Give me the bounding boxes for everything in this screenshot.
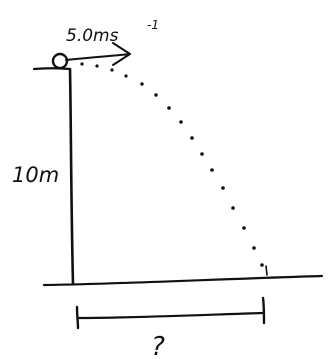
trajectory-dot [140, 82, 144, 86]
trajectory-dot [210, 168, 214, 172]
trajectory-dot [231, 206, 235, 210]
trajectory-dot [80, 62, 84, 66]
trajectory-dot [242, 226, 246, 230]
trajectory-dot [110, 68, 114, 72]
trajectory-dot [95, 64, 99, 68]
landing-marker [265, 265, 268, 276]
distance-bracket-right-tick [261, 296, 266, 325]
height-label: 10m [12, 163, 59, 187]
distance-bracket-left-tick [75, 305, 80, 330]
trajectory-dot [167, 106, 171, 110]
trajectory-dot [252, 246, 256, 250]
trajectory-dot [179, 120, 183, 124]
velocity-label: 5.0ms [66, 26, 119, 46]
cliff-face-line [68, 67, 75, 286]
trajectory-dot [190, 136, 194, 140]
distance-label: ? [151, 332, 165, 359]
cliff-top-line [32, 67, 72, 71]
trajectory-dot [124, 74, 128, 78]
velocity-arrow-shaft [65, 53, 131, 61]
velocity-exponent: -1 [147, 18, 159, 32]
trajectory-dot [221, 186, 225, 190]
distance-bracket-line [77, 311, 265, 320]
trajectory-dot [154, 93, 158, 97]
velocity-arrow-head [112, 42, 131, 66]
trajectory-dot [260, 263, 264, 267]
ground-line [42, 274, 324, 287]
trajectory-dots [80, 62, 264, 267]
trajectory-dot [200, 152, 204, 156]
ball [51, 52, 69, 70]
